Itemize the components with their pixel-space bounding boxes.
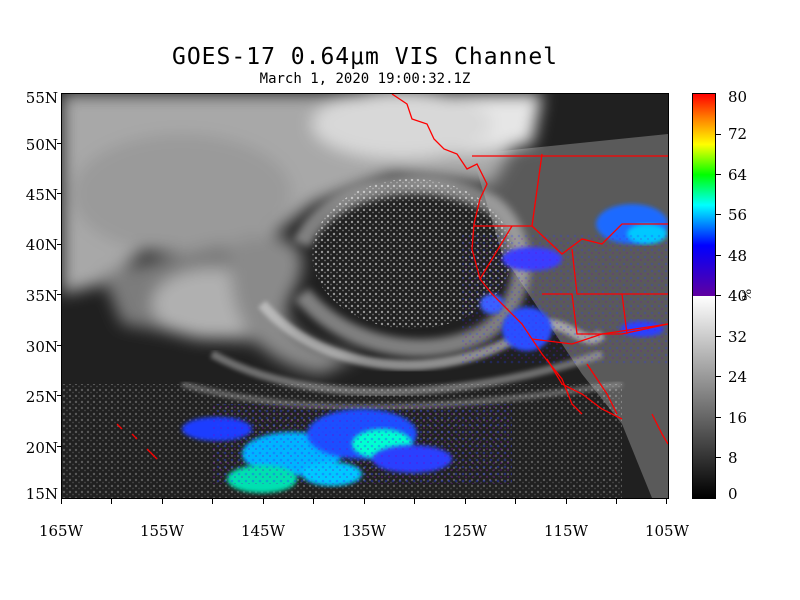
colorbar-tick	[715, 174, 721, 175]
lon-tick	[162, 498, 163, 504]
lon-tick	[364, 498, 365, 504]
image-title: GOES-17 0.64μm VIS Channel	[171, 44, 559, 70]
lat-label-45n: 45N	[25, 186, 58, 204]
colorbar-tick	[715, 214, 721, 215]
colorbar-label-8: 8	[728, 449, 738, 467]
colorbar-tick	[715, 255, 721, 256]
colorbar-label-80: 80	[728, 88, 748, 106]
lon-tick	[212, 498, 213, 504]
lat-tick	[57, 345, 61, 346]
colorbar-label-24: 24	[728, 368, 748, 386]
lat-tick	[57, 395, 61, 396]
colorbar-tick	[715, 457, 721, 458]
colorbar-unit: %	[738, 289, 753, 301]
lat-label-25n: 25N	[25, 388, 58, 406]
lat-label-20n: 20N	[25, 439, 58, 457]
political-boundaries	[116, 94, 668, 460]
colorbar-label-64: 64	[728, 166, 748, 184]
satellite-image-canvas	[62, 94, 668, 498]
lat-label-30n: 30N	[25, 338, 58, 356]
colorbar-label-56: 56	[728, 206, 748, 224]
colorbar-gradient	[693, 94, 715, 498]
lon-label-135w: 135W	[341, 522, 387, 540]
lon-label-125w: 125W	[442, 522, 488, 540]
colorbar-tick	[715, 134, 721, 135]
lon-label-155w: 155W	[139, 522, 185, 540]
lon-label-105w: 105W	[644, 522, 690, 540]
colorbar-tick	[715, 295, 721, 296]
lon-label-145w: 145W	[240, 522, 286, 540]
lon-tick	[263, 498, 264, 504]
image-timestamp: March 1, 2020 19:00:32.1Z	[259, 71, 471, 87]
lon-tick	[616, 498, 617, 504]
colorbar-label-16: 16	[728, 409, 748, 427]
lon-tick	[666, 498, 667, 504]
lat-label-35n: 35N	[25, 287, 58, 305]
colorbar-tick	[715, 336, 721, 337]
lon-tick	[515, 498, 516, 504]
lat-label-50n: 50N	[25, 136, 58, 154]
lat-tick	[57, 244, 61, 245]
colorbar-tick	[715, 417, 721, 418]
lat-tick	[57, 446, 61, 447]
colorbar-label-72: 72	[728, 125, 748, 143]
lon-tick	[414, 498, 415, 504]
lon-tick	[111, 498, 112, 504]
cloud-fields	[62, 94, 542, 374]
lat-label-55n: 55N	[25, 89, 58, 107]
colorbar-label-48: 48	[728, 247, 748, 265]
colorbar	[692, 93, 716, 499]
lon-label-115w: 115W	[543, 522, 589, 540]
colorbar-label-32: 32	[728, 328, 748, 346]
colorbar-tick	[715, 376, 721, 377]
lon-tick	[465, 498, 466, 504]
lat-label-15n: 15N	[25, 485, 58, 503]
satellite-image	[61, 93, 669, 499]
lat-tick	[57, 294, 61, 295]
lon-label-165w: 165W	[38, 522, 84, 540]
lon-tick	[566, 498, 567, 504]
lat-tick	[57, 143, 61, 144]
lon-tick	[61, 498, 62, 504]
high-reflectance-clouds	[182, 204, 668, 493]
colorbar-label-0: 0	[728, 485, 738, 503]
lat-tick	[57, 193, 61, 194]
lat-label-40n: 40N	[25, 236, 58, 254]
lon-tick	[313, 498, 314, 504]
colorbar-label-40: 40	[728, 287, 748, 305]
